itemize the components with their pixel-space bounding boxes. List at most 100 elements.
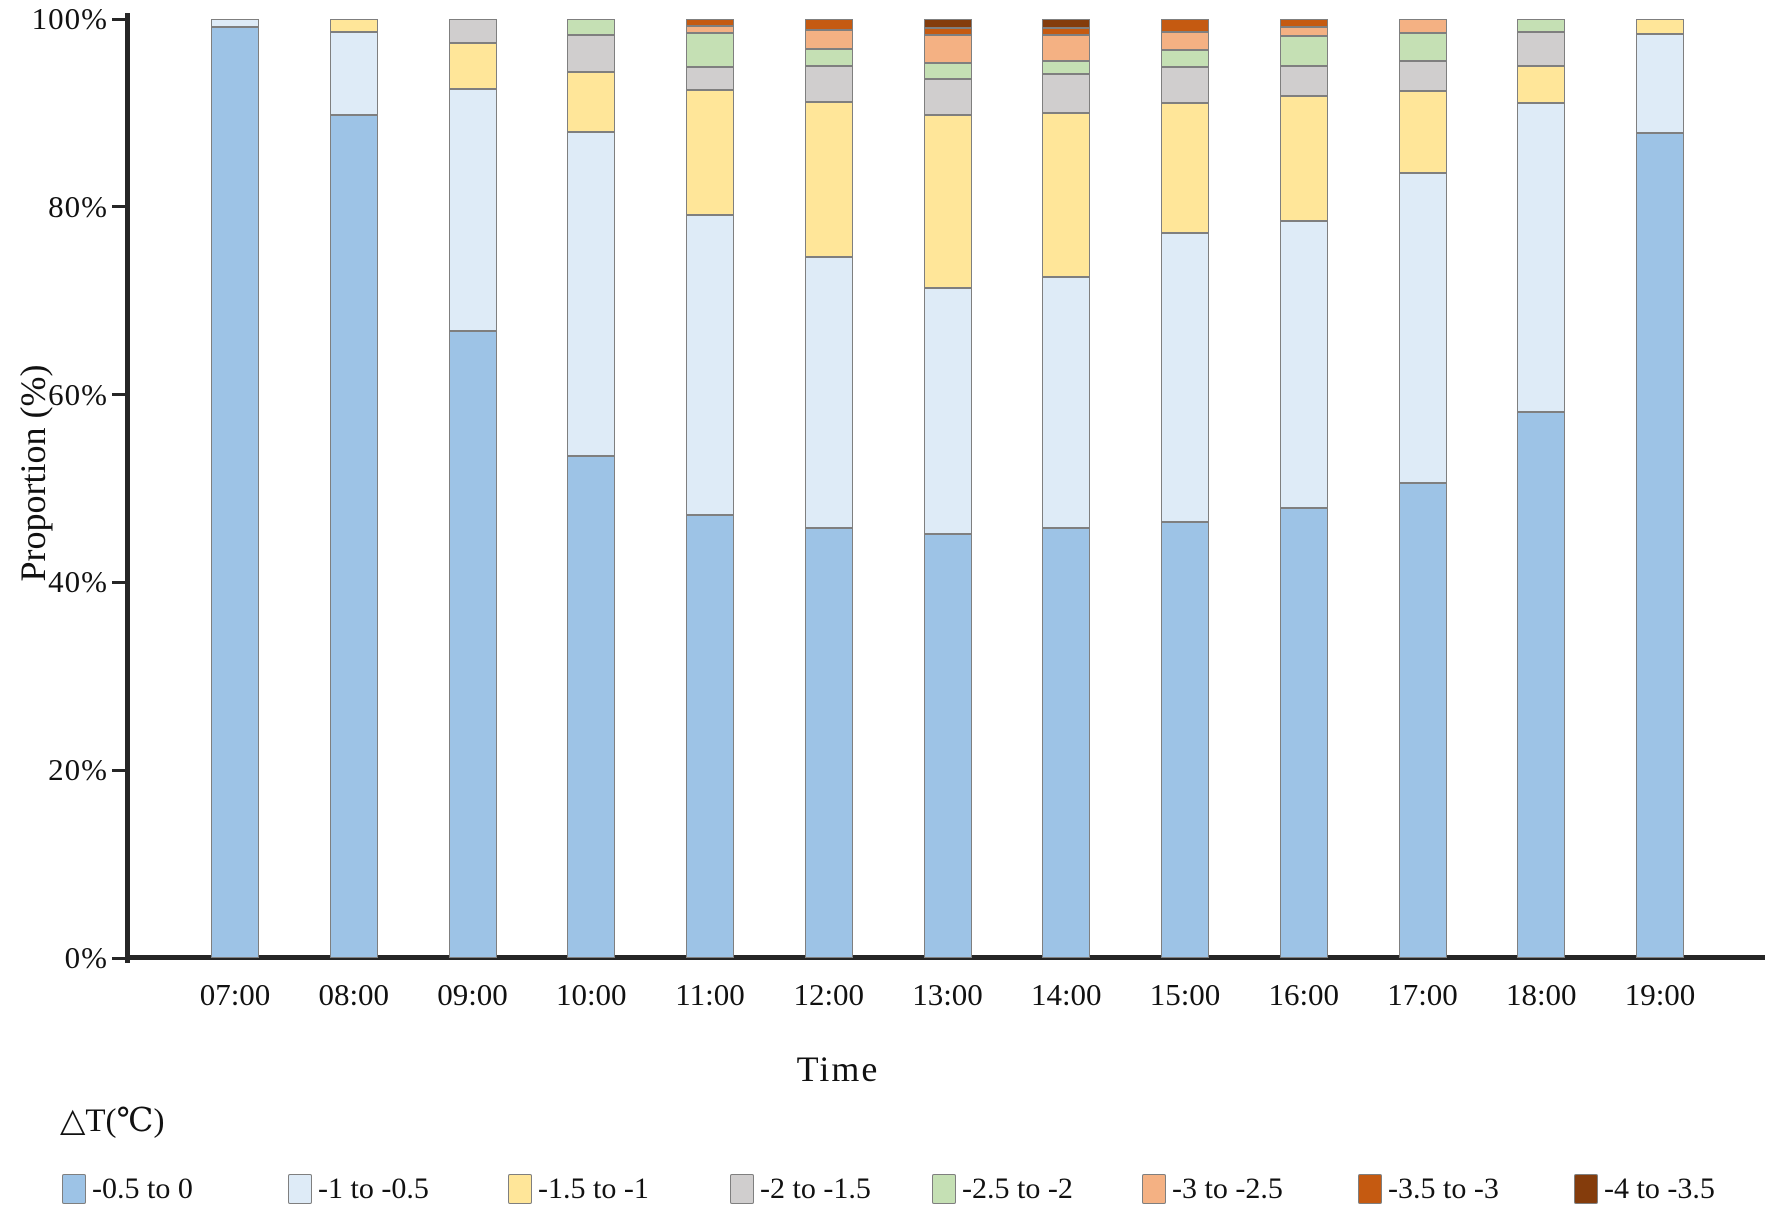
- bar-16:00-segment--2to-1.5: [1279, 65, 1328, 97]
- legend-label: -2.5 to -2: [962, 1172, 1073, 1205]
- legend-label: -3 to -2.5: [1172, 1172, 1283, 1205]
- bar-18:00-segment--2to-1.5: [1517, 32, 1566, 66]
- y-axis-tick-20%: [112, 768, 126, 772]
- legend-item--2to-1.5: -2 to -1.5: [730, 1172, 871, 1206]
- bar-13:00-segment--3.5to-3: [923, 28, 972, 36]
- bar-17:00-segment--3to-2.5: [1398, 19, 1447, 34]
- bar-16:00-segment--3.5to-3: [1279, 19, 1328, 28]
- bar-09:00-segment--2to-1.5: [448, 19, 497, 44]
- bar-18:00: [1517, 19, 1566, 958]
- x-tick-label-12:00: 12:00: [793, 977, 865, 1012]
- x-tick-label-14:00: 14:00: [1030, 977, 1102, 1012]
- bar-09:00: [448, 19, 497, 958]
- bar-10:00-segment--2to-1.5: [567, 34, 616, 72]
- bar-13:00-segment--3to-2.5: [923, 35, 972, 64]
- legend-item--3to-2.5: -3 to -2.5: [1142, 1172, 1283, 1206]
- bar-14:00-segment--1to-0.5: [1042, 277, 1091, 528]
- legend-swatch-icon: [730, 1174, 754, 1204]
- bar-13:00-segment--1to-0.5: [923, 287, 972, 534]
- bar-11:00-segment--1.5to-1: [686, 90, 734, 216]
- legend-swatch-icon: [288, 1174, 312, 1204]
- x-tick-label-13:00: 13:00: [912, 977, 983, 1012]
- bar-15:00: [1161, 19, 1209, 958]
- bar-18:00-segment--1.5to-1: [1517, 65, 1566, 103]
- x-axis-title: Time: [796, 1049, 880, 1089]
- plot-area: [130, 19, 1755, 958]
- y-axis-tick-0%: [112, 956, 126, 960]
- legend-item--2.5to-2: -2.5 to -2: [932, 1172, 1073, 1206]
- bar-14:00-segment--4to-3.5: [1042, 19, 1091, 29]
- bar-12:00-segment--1to-0.5: [804, 256, 853, 528]
- bar-11:00-segment--3.5to-3: [686, 19, 734, 27]
- bar-17:00: [1398, 19, 1447, 958]
- bar-16:00-segment--1.5to-1: [1279, 96, 1328, 221]
- bar-16:00-segment--2.5to-2: [1279, 35, 1328, 66]
- bar-12:00-segment--3to-2.5: [804, 30, 853, 50]
- bar-09:00-segment--1.5to-1: [448, 43, 497, 90]
- legend-swatch-icon: [1142, 1174, 1166, 1204]
- legend-item--1.5to-1: -1.5 to -1: [508, 1172, 649, 1206]
- x-tick-label-16:00: 16:00: [1268, 977, 1340, 1012]
- y-axis-line: [125, 13, 130, 963]
- bar-12:00: [804, 19, 853, 958]
- legend-item--4to-3.5: -4 to -3.5: [1574, 1172, 1715, 1206]
- bar-08:00: [329, 19, 378, 958]
- bar-08:00-segment--1to-0.5: [329, 32, 378, 115]
- bar-13:00: [923, 19, 972, 958]
- legend-label: -4 to -3.5: [1604, 1172, 1715, 1205]
- legend-title: △T(℃): [60, 1103, 165, 1139]
- legend-swatch-icon: [508, 1174, 532, 1204]
- y-tick-label-100%: 100%: [31, 1, 108, 36]
- x-tick-label-08:00: 08:00: [318, 977, 390, 1012]
- bar-14:00-segment--1.5to-1: [1042, 112, 1091, 278]
- bar-07:00: [211, 19, 259, 958]
- bar-16:00: [1279, 19, 1328, 958]
- bar-08:00-segment--1.5to-1: [329, 19, 378, 33]
- y-axis-tick-40%: [112, 580, 126, 584]
- legend-label: -0.5 to 0: [92, 1172, 193, 1205]
- bar-10:00-segment--1to-0.5: [567, 131, 616, 456]
- bar-15:00-segment--2to-1.5: [1161, 66, 1209, 103]
- legend-item--0.5to0: -0.5 to 0: [62, 1172, 193, 1206]
- legend-label: -3.5 to -3: [1388, 1172, 1499, 1205]
- bar-19:00: [1636, 19, 1684, 958]
- legend-swatch-icon: [62, 1174, 86, 1204]
- bar-17:00-segment--2to-1.5: [1398, 61, 1447, 92]
- bar-18:00-segment--2.5to-2: [1517, 19, 1566, 33]
- legend-label: -1 to -0.5: [318, 1172, 429, 1205]
- legend-swatch-icon: [1358, 1174, 1382, 1204]
- bar-19:00-segment--1to-0.5: [1636, 34, 1684, 133]
- bar-18:00-segment--1to-0.5: [1517, 102, 1566, 413]
- legend-swatch-icon: [932, 1174, 956, 1204]
- y-axis-tick-80%: [112, 205, 126, 209]
- legend-item--3.5to-3: -3.5 to -3: [1358, 1172, 1499, 1206]
- bar-12:00-segment--1.5to-1: [804, 101, 853, 257]
- x-tick-label-17:00: 17:00: [1387, 977, 1458, 1012]
- bar-10:00-segment--2.5to-2: [567, 19, 616, 35]
- bar-14:00-segment--2.5to-2: [1042, 61, 1091, 74]
- bar-12:00-segment--2to-1.5: [804, 66, 853, 102]
- bar-10:00-segment--1.5to-1: [567, 71, 616, 132]
- bar-14:00-segment--3.5to-3: [1042, 28, 1091, 36]
- bar-14:00-segment--2to-1.5: [1042, 73, 1091, 113]
- bar-11:00-segment--2to-1.5: [686, 66, 734, 91]
- bar-19:00-segment--1.5to-1: [1636, 19, 1684, 35]
- x-tick-label-07:00: 07:00: [199, 977, 271, 1012]
- bar-09:00-segment--1to-0.5: [448, 89, 497, 331]
- y-tick-label-20%: 20%: [48, 752, 108, 788]
- bar-15:00-segment--3.5to-3: [1161, 19, 1209, 33]
- bar-13:00-segment--1.5to-1: [923, 114, 972, 288]
- bar-17:00-segment--1to-0.5: [1398, 173, 1447, 483]
- x-tick-label-09:00: 09:00: [437, 977, 508, 1012]
- bar-11:00-segment--3to-2.5: [686, 26, 734, 34]
